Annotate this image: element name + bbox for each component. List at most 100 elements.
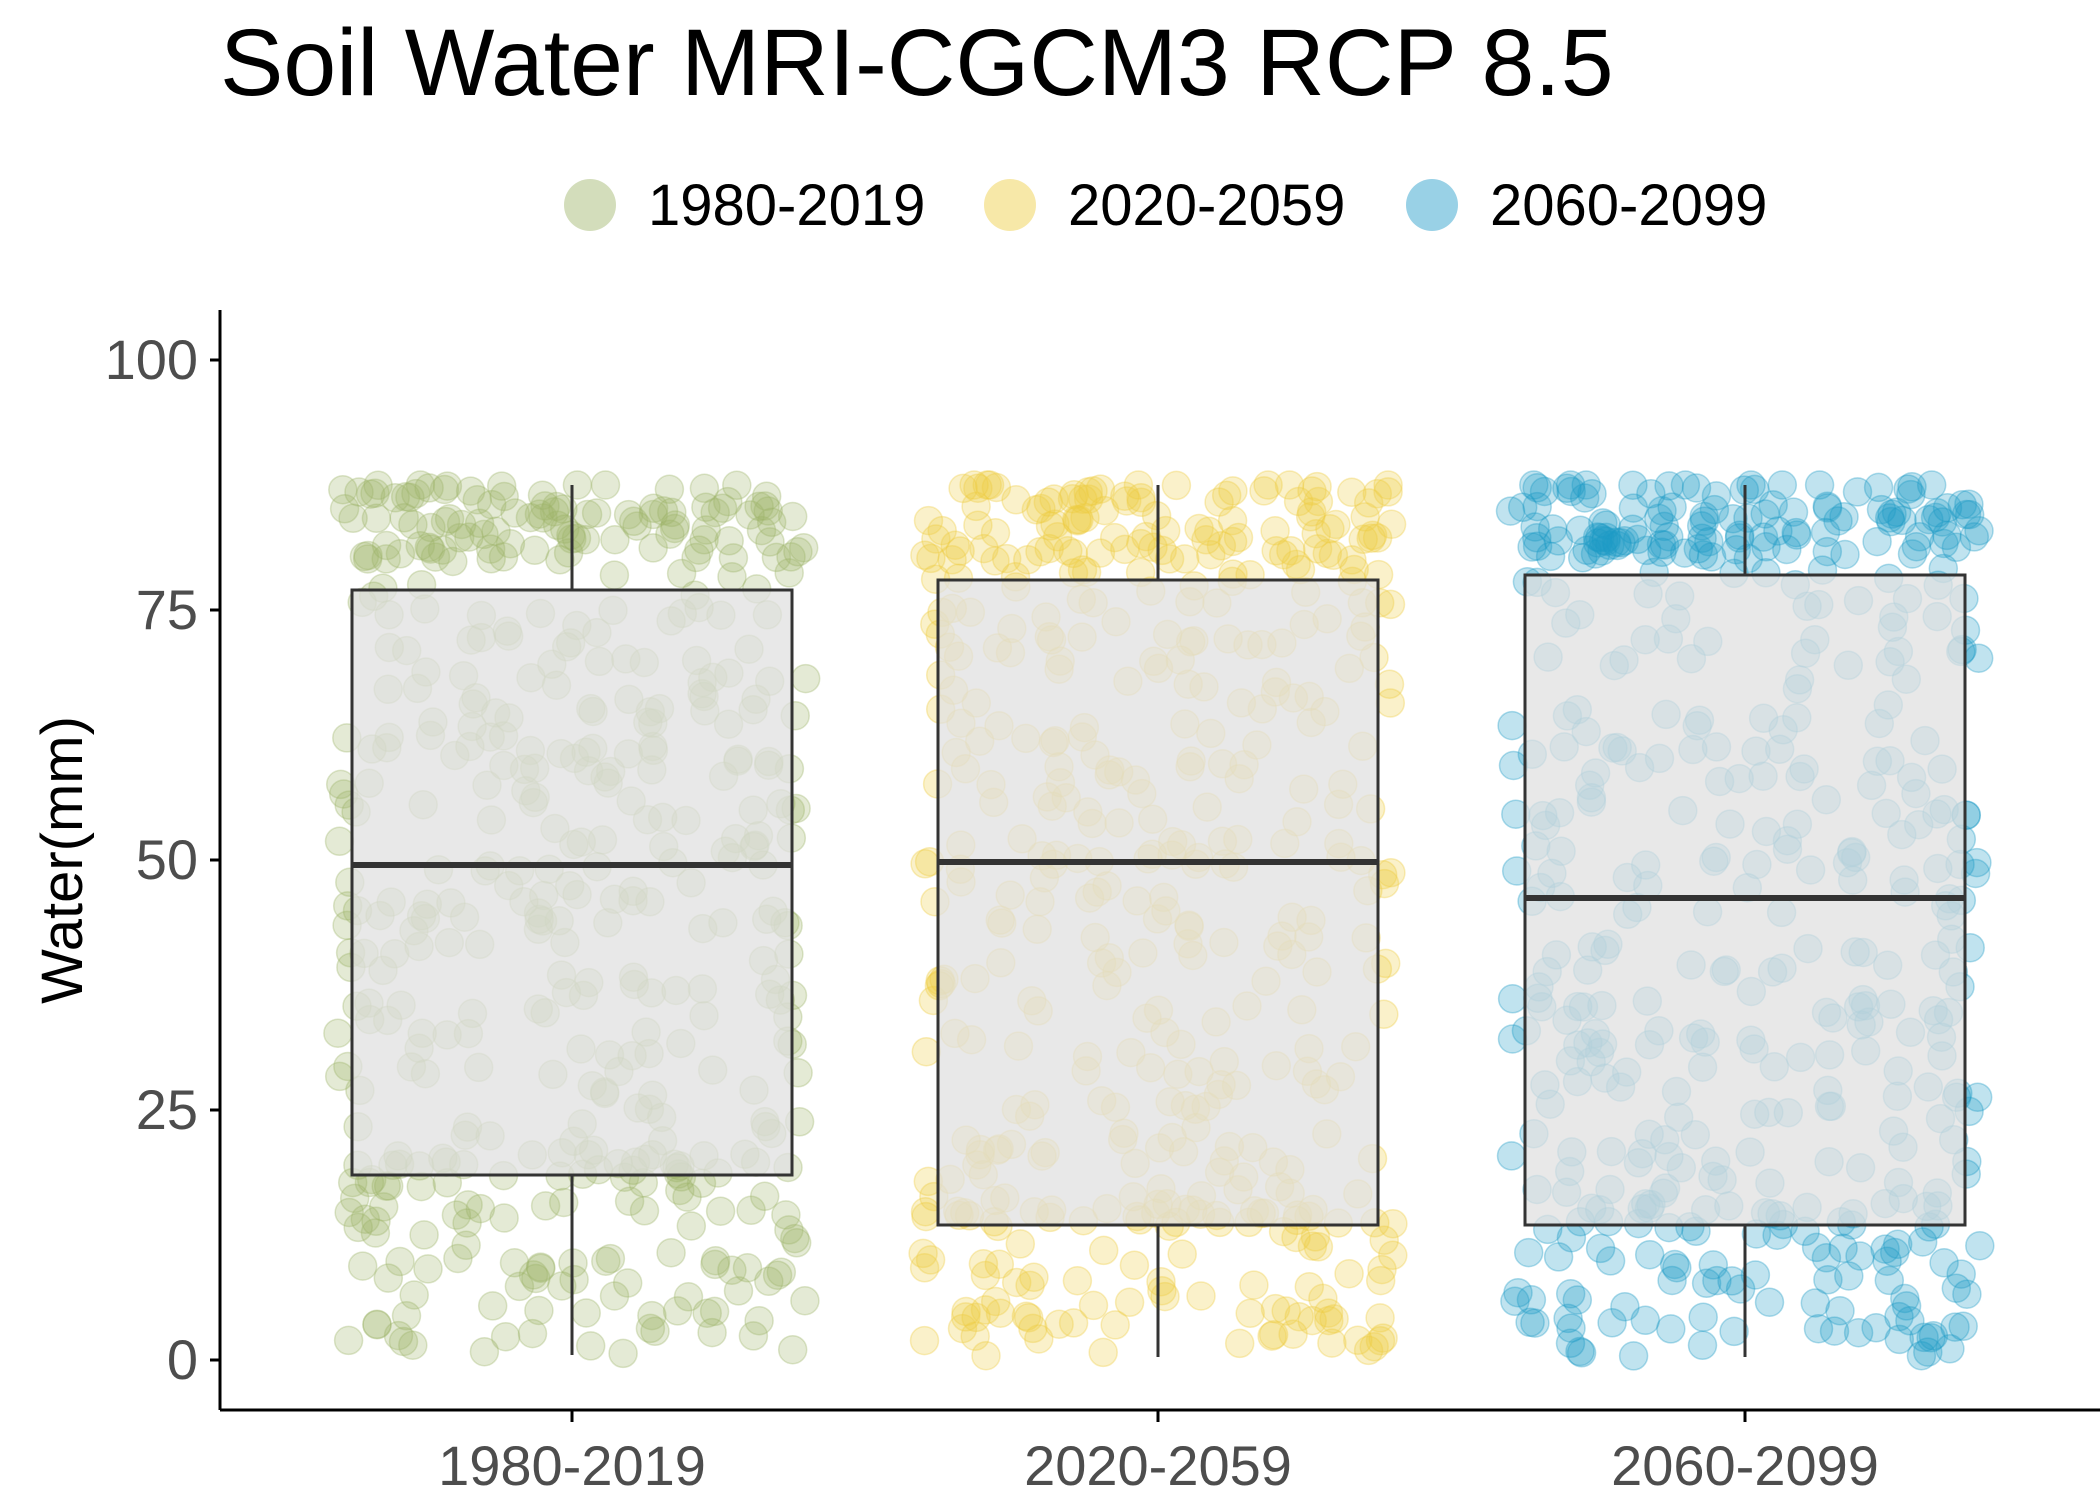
point-2020-2059 bbox=[1257, 1321, 1287, 1351]
point-2060-2099 bbox=[1696, 542, 1727, 572]
point-2060-2099 bbox=[1916, 1322, 1946, 1353]
point-1980-2019 bbox=[736, 1195, 766, 1226]
point-2020-2059 bbox=[915, 1245, 946, 1275]
point-1980-2019 bbox=[717, 562, 747, 592]
point-2020-2059 bbox=[1131, 521, 1161, 552]
point-2020-2059 bbox=[1085, 474, 1116, 504]
point-1980-2019 bbox=[774, 1215, 804, 1245]
point-2020-2059 bbox=[1376, 509, 1407, 540]
point-2060-2099 bbox=[1582, 522, 1613, 552]
point-2060-2099 bbox=[1932, 520, 1962, 551]
point-2060-2099 bbox=[1595, 1246, 1626, 1276]
point-2060-2099 bbox=[1843, 1317, 1874, 1348]
legend-key-2060-2099 bbox=[1406, 179, 1458, 231]
point-2060-2099 bbox=[1916, 470, 1947, 500]
point-2060-2099 bbox=[1812, 493, 1843, 523]
point-1980-2019 bbox=[571, 1298, 601, 1328]
point-2060-2099 bbox=[1688, 1302, 1718, 1332]
point-2060-2099 bbox=[1951, 499, 1982, 530]
legend-label-2020-2059: 2020-2059 bbox=[1068, 173, 1345, 238]
point-2060-2099 bbox=[1754, 1287, 1785, 1317]
point-2060-2099 bbox=[1555, 470, 1586, 500]
point-2060-2099 bbox=[1733, 503, 1763, 533]
point-2020-2059 bbox=[1147, 1275, 1177, 1306]
point-2020-2059 bbox=[1196, 539, 1226, 570]
point-2020-2059 bbox=[1088, 1235, 1119, 1266]
point-1980-2019 bbox=[432, 471, 463, 501]
point-2060-2099 bbox=[1537, 514, 1568, 544]
point-2060-2099 bbox=[1516, 1285, 1547, 1315]
point-1980-2019 bbox=[707, 493, 738, 523]
x-tick-label-1980-2019: 1980-2019 bbox=[438, 1434, 706, 1497]
point-2020-2059 bbox=[948, 473, 978, 504]
point-1980-2019 bbox=[518, 1260, 549, 1290]
point-2060-2099 bbox=[1781, 517, 1811, 548]
point-2060-2099 bbox=[1657, 492, 1687, 522]
point-1980-2019 bbox=[672, 1182, 702, 1212]
point-2020-2059 bbox=[1073, 477, 1103, 507]
point-2060-2099 bbox=[1834, 1261, 1864, 1291]
point-2020-2059 bbox=[1378, 1240, 1408, 1271]
point-2060-2099 bbox=[1896, 479, 1926, 510]
point-2060-2099 bbox=[1497, 710, 1527, 741]
point-1980-2019 bbox=[659, 513, 690, 544]
point-2060-2099 bbox=[1767, 470, 1798, 500]
point-1980-2019 bbox=[521, 1263, 551, 1294]
point-1980-2019 bbox=[383, 1320, 414, 1351]
point-2060-2099 bbox=[1909, 1322, 1939, 1353]
point-1980-2019 bbox=[614, 1186, 645, 1217]
box-iqr-1980-2019 bbox=[350, 588, 794, 1177]
point-2020-2059 bbox=[1350, 502, 1380, 532]
point-2060-2099 bbox=[1861, 1313, 1891, 1343]
point-1980-2019 bbox=[547, 1271, 577, 1301]
point-2020-2059 bbox=[963, 473, 993, 503]
point-2060-2099 bbox=[1572, 535, 1602, 566]
point-2020-2059 bbox=[970, 1260, 1001, 1291]
point-2060-2099 bbox=[1591, 526, 1621, 556]
point-2020-2059 bbox=[1357, 520, 1388, 551]
point-1980-2019 bbox=[750, 491, 780, 521]
point-2020-2059 bbox=[1365, 1303, 1395, 1333]
box-2020-2059 bbox=[936, 485, 1380, 1357]
point-1980-2019 bbox=[489, 1203, 519, 1233]
point-1980-2019 bbox=[385, 539, 416, 569]
point-2060-2099 bbox=[1630, 1305, 1661, 1336]
point-2060-2099 bbox=[1556, 1313, 1586, 1343]
point-1980-2019 bbox=[689, 525, 719, 555]
point-1980-2019 bbox=[697, 1317, 727, 1348]
point-2060-2099 bbox=[1683, 534, 1714, 564]
point-2020-2059 bbox=[1015, 1270, 1045, 1301]
point-1980-2019 bbox=[455, 476, 486, 506]
point-2060-2099 bbox=[1698, 1250, 1729, 1280]
point-2020-2059 bbox=[1070, 502, 1100, 533]
point-2060-2099 bbox=[1507, 492, 1538, 523]
point-1980-2019 bbox=[429, 474, 460, 505]
point-2020-2059 bbox=[1373, 470, 1403, 500]
point-1980-2019 bbox=[495, 528, 526, 559]
point-2060-2099 bbox=[1893, 474, 1923, 504]
point-2020-2059 bbox=[972, 470, 1002, 500]
point-2020-2059 bbox=[971, 1340, 1001, 1371]
point-1980-2019 bbox=[717, 1255, 747, 1285]
point-2060-2099 bbox=[1681, 473, 1712, 503]
point-2020-2059 bbox=[1314, 1305, 1344, 1336]
point-2060-2099 bbox=[1863, 472, 1894, 503]
point-1980-2019 bbox=[735, 500, 765, 530]
point-1980-2019 bbox=[673, 1282, 704, 1312]
point-2020-2059 bbox=[1374, 669, 1405, 699]
point-1980-2019 bbox=[549, 514, 580, 544]
point-1980-2019 bbox=[756, 507, 787, 538]
point-2020-2059 bbox=[1154, 544, 1185, 574]
point-2060-2099 bbox=[1522, 531, 1553, 561]
point-2020-2059 bbox=[1283, 486, 1314, 517]
point-2020-2059 bbox=[1294, 1271, 1325, 1302]
point-1980-2019 bbox=[371, 544, 401, 574]
point-1980-2019 bbox=[599, 560, 630, 590]
point-2020-2059 bbox=[1138, 532, 1168, 562]
y-tick-label-50: 50 bbox=[136, 828, 198, 891]
point-2020-2059 bbox=[1169, 544, 1200, 574]
point-2060-2099 bbox=[1577, 478, 1607, 509]
point-2060-2099 bbox=[1948, 1311, 1978, 1342]
point-2020-2059 bbox=[1260, 516, 1290, 546]
point-1980-2019 bbox=[575, 1331, 606, 1361]
